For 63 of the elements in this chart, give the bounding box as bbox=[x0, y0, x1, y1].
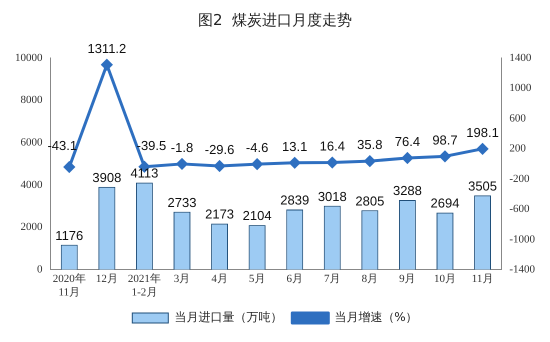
data-label: -4.6 bbox=[246, 140, 268, 156]
x-tick-label: 12月 bbox=[96, 273, 118, 286]
y-tick-label: 2000 bbox=[20, 221, 43, 234]
data-label: 2104 bbox=[242, 208, 272, 224]
data-label: 3505 bbox=[468, 178, 498, 194]
data-label: 3908 bbox=[92, 170, 122, 185]
data-label: 76.4 bbox=[394, 134, 420, 150]
data-label: 1176 bbox=[55, 228, 84, 243]
point bbox=[439, 150, 450, 162]
data-label: 13.1 bbox=[282, 138, 308, 154]
data-label: 35.8 bbox=[357, 137, 382, 152]
x-tick-label: 9月 bbox=[399, 273, 416, 286]
data-label: -43.1 bbox=[47, 138, 78, 154]
point bbox=[477, 143, 488, 154]
point bbox=[64, 162, 75, 173]
point bbox=[289, 157, 300, 168]
data-label: 1311.2 bbox=[87, 40, 126, 56]
y2-tick-label: -600 bbox=[509, 203, 530, 216]
data-label: -1.8 bbox=[170, 140, 194, 156]
y2-tick-label: 600 bbox=[509, 112, 526, 124]
y-tick-label: 4000 bbox=[20, 178, 43, 191]
y-tick-label: 10000 bbox=[15, 52, 43, 64]
chart-title: 图2 煤炭进口月度走势 bbox=[198, 10, 352, 29]
y-tick-label: 8000 bbox=[20, 94, 43, 106]
point bbox=[176, 158, 188, 170]
x-tick-label: 3月 bbox=[174, 273, 190, 286]
point bbox=[326, 157, 338, 168]
x-tick-label: 2021年 1-2月 bbox=[128, 273, 161, 298]
point bbox=[214, 160, 226, 172]
data-label: 16.4 bbox=[320, 138, 345, 154]
x-tick-label: 11月 bbox=[472, 273, 494, 286]
legend-label: 当月增速（%） bbox=[334, 310, 418, 324]
x-tick-label: 2020年 11月 bbox=[52, 273, 86, 298]
data-label: 198.1 bbox=[466, 124, 499, 140]
legend-label: 当月进口量（万吨） bbox=[174, 310, 282, 324]
x-tick-label: 5月 bbox=[248, 273, 266, 286]
data-label: -29.6 bbox=[204, 142, 234, 158]
x-tick-label: 7月 bbox=[324, 273, 341, 286]
x-tick-label: 10月 bbox=[434, 273, 456, 286]
y2-tick-label: -200 bbox=[509, 172, 530, 185]
data-label: 2173 bbox=[205, 206, 234, 222]
data-label: 3018 bbox=[318, 188, 347, 204]
y-tick-label: 6000 bbox=[20, 136, 43, 149]
data-label: 3288 bbox=[392, 183, 422, 198]
x-tick-label: 8月 bbox=[362, 273, 378, 286]
y2-tick-label: -1000 bbox=[509, 233, 536, 246]
y-tick-label: 0 bbox=[37, 263, 43, 276]
data-label: 4113 bbox=[130, 166, 158, 181]
y2-tick-label: 1400 bbox=[509, 52, 532, 64]
x-tick-label: 6月 bbox=[286, 273, 303, 286]
point bbox=[364, 156, 376, 167]
data-label: 2694 bbox=[430, 196, 460, 211]
point bbox=[252, 158, 263, 170]
x-tick-label: 4月 bbox=[211, 273, 228, 286]
y2-tick-label: 1000 bbox=[509, 82, 532, 94]
y2-tick-label: 200 bbox=[509, 142, 526, 155]
point bbox=[402, 152, 413, 164]
data-label: 2839 bbox=[280, 192, 310, 208]
point bbox=[101, 59, 112, 70]
data-label: 2733 bbox=[168, 194, 196, 210]
data-label: 98.7 bbox=[432, 132, 458, 148]
data-label: 2805 bbox=[355, 193, 384, 208]
y2-tick-label: -1400 bbox=[509, 263, 536, 276]
